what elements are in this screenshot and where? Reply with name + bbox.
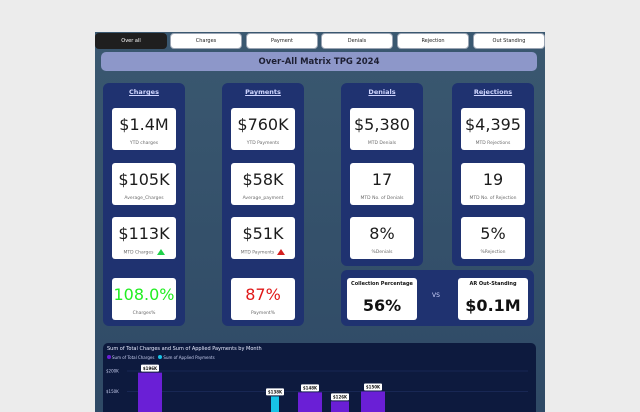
rejection-pct-card: 5% %Rejection (461, 217, 525, 259)
mtd-denials-value: $5,380 (350, 116, 414, 134)
trend-down-icon (277, 249, 285, 255)
rejection-count-value: 19 (461, 171, 525, 189)
tab-payment[interactable]: Payment (246, 33, 318, 49)
denials-pct-label: %Denials (350, 250, 414, 255)
dashboard-frame: Over all Charges Payment Denials Rejecti… (95, 32, 545, 412)
tab-over-all[interactable]: Over all (95, 33, 167, 49)
page-title: Over-All Matrix TPG 2024 (101, 52, 537, 71)
payments-title[interactable]: Payments (222, 88, 304, 96)
data-label: $138K (268, 390, 283, 395)
mtd-rejections-card: $4,395 MTD Rejections (461, 108, 525, 150)
ytd-charges-label: YTD charges (112, 141, 176, 146)
mtd-payments-label: MTD Payments (231, 249, 295, 256)
mtd-payments-value: $51K (231, 225, 295, 243)
ar-outstanding-card: AR Out-Standing $0.1M (458, 278, 528, 320)
denials-title[interactable]: Denials (341, 88, 423, 96)
rejections-title[interactable]: Rejections (452, 88, 534, 96)
ytd-charges-card: $1.4M YTD charges (112, 108, 176, 150)
y-tick-label: $150K (106, 389, 119, 394)
rejection-count-card: 19 MTD No. of Rejection (461, 163, 525, 205)
avg-payment-card: $58K Average_payment (231, 163, 295, 205)
mtd-charges-value: $113K (112, 225, 176, 243)
rejection-count-label: MTD No. of Rejection (461, 196, 525, 201)
collection-vs-ar-panel: Collection Percentage 56% VS AR Out-Stan… (341, 270, 534, 326)
avg-charges-card: $105K Average_Charges (112, 163, 176, 205)
mtd-rejections-label: MTD Rejections (461, 141, 525, 146)
rejections-panel: Rejections $4,395 MTD Rejections 19 MTD … (452, 83, 534, 266)
payment-pct-label: Payment% (231, 311, 295, 316)
collection-percentage-label: Collection Percentage (347, 281, 417, 287)
trend-up-icon (157, 249, 165, 255)
data-label: $196K (143, 366, 158, 371)
denials-panel: Denials $5,380 MTD Denials 17 MTD No. of… (341, 83, 423, 266)
tab-rejection[interactable]: Rejection (397, 33, 469, 49)
tab-bar: Over all Charges Payment Denials Rejecti… (95, 32, 545, 50)
mtd-charges-card: $113K MTD Charges (112, 217, 176, 259)
denials-pct-value: 8% (350, 225, 414, 243)
charges-payments-chart: Sum of Total Charges and Sum of Applied … (103, 343, 536, 412)
y-tick-label: $200K (106, 369, 119, 374)
chart-bar[interactable] (298, 392, 322, 412)
tab-out-standing[interactable]: Out Standing (473, 33, 545, 49)
ar-outstanding-value: $0.1M (458, 296, 528, 315)
charges-pct-value: 108.0% (112, 286, 176, 304)
charges-pct-label: Charges% (112, 311, 176, 316)
mtd-charges-label-text: MTD Charges (123, 250, 153, 255)
ar-outstanding-label: AR Out-Standing (458, 281, 528, 287)
mtd-denials-label: MTD Denials (350, 141, 414, 146)
data-label: $148K (303, 386, 318, 391)
collection-percentage-value: 56% (347, 296, 417, 315)
data-label: $126K (333, 395, 348, 400)
payments-panel: Payments $760K YTD Payments $58K Average… (222, 83, 304, 326)
denials-count-label: MTD No. of Denials (350, 196, 414, 201)
denials-count-value: 17 (350, 171, 414, 189)
chart-bar[interactable] (361, 392, 385, 412)
mtd-payments-card: $51K MTD Payments (231, 217, 295, 259)
mtd-payments-label-text: MTD Payments (241, 250, 275, 255)
denials-pct-card: 8% %Denials (350, 217, 414, 259)
charges-pct-card: 108.0% Charges% (112, 278, 176, 320)
vs-label: VS (432, 292, 440, 299)
avg-charges-label: Average_Charges (112, 196, 176, 201)
ytd-payments-label: YTD Payments (231, 141, 295, 146)
denials-count-card: 17 MTD No. of Denials (350, 163, 414, 205)
avg-payment-label: Average_payment (231, 196, 295, 201)
chart-plot: $200K $150K $196K $138K $148K $126K $150K (103, 343, 536, 412)
chart-bar[interactable] (138, 373, 162, 412)
collection-percentage-card: Collection Percentage 56% (347, 278, 417, 320)
mtd-rejections-value: $4,395 (461, 116, 525, 134)
tab-denials[interactable]: Denials (321, 33, 393, 49)
rejection-pct-label: %Rejection (461, 250, 525, 255)
payment-pct-card: 87% Payment% (231, 278, 295, 320)
avg-charges-value: $105K (112, 171, 176, 189)
data-label: $150K (366, 385, 381, 390)
rejection-pct-value: 5% (461, 225, 525, 243)
ytd-charges-value: $1.4M (112, 116, 176, 134)
avg-payment-value: $58K (231, 171, 295, 189)
ytd-payments-value: $760K (231, 116, 295, 134)
mtd-charges-label: MTD Charges (112, 249, 176, 256)
charges-panel: Charges $1.4M YTD charges $105K Average_… (103, 83, 185, 326)
mtd-denials-card: $5,380 MTD Denials (350, 108, 414, 150)
chart-bar[interactable] (331, 401, 349, 412)
payment-pct-value: 87% (231, 286, 295, 304)
tab-charges[interactable]: Charges (170, 33, 242, 49)
charges-title[interactable]: Charges (103, 88, 185, 96)
ytd-payments-card: $760K YTD Payments (231, 108, 295, 150)
